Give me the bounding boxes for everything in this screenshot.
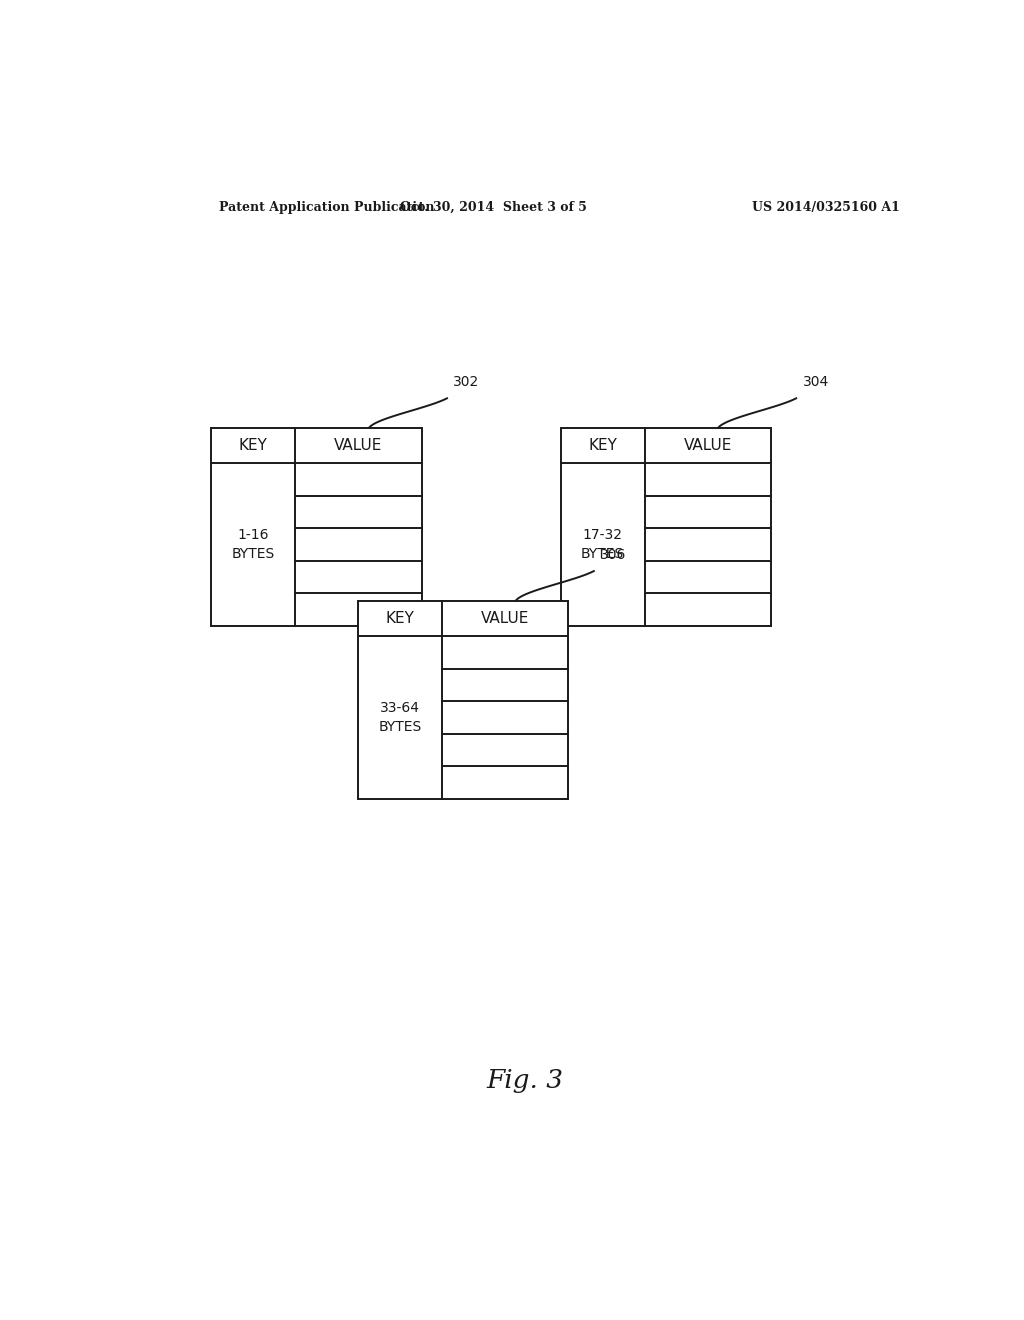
Text: Patent Application Publication: Patent Application Publication	[219, 201, 435, 214]
Text: 306: 306	[600, 548, 627, 562]
Text: 17-32
BYTES: 17-32 BYTES	[581, 528, 625, 561]
Text: 1-16
BYTES: 1-16 BYTES	[231, 528, 275, 561]
Text: VALUE: VALUE	[335, 438, 383, 453]
Text: 33-64
BYTES: 33-64 BYTES	[379, 701, 422, 734]
Text: KEY: KEY	[588, 438, 617, 453]
Text: KEY: KEY	[239, 438, 268, 453]
Text: VALUE: VALUE	[684, 438, 732, 453]
Text: US 2014/0325160 A1: US 2014/0325160 A1	[753, 201, 900, 214]
Bar	[211, 428, 422, 626]
Text: VALUE: VALUE	[481, 611, 529, 626]
Bar	[358, 601, 568, 799]
Bar	[560, 428, 771, 626]
Text: Oct. 30, 2014  Sheet 3 of 5: Oct. 30, 2014 Sheet 3 of 5	[399, 201, 587, 214]
Text: Fig. 3: Fig. 3	[486, 1068, 563, 1093]
Text: KEY: KEY	[386, 611, 415, 626]
Text: 304: 304	[803, 375, 828, 389]
Text: 302: 302	[454, 375, 479, 389]
